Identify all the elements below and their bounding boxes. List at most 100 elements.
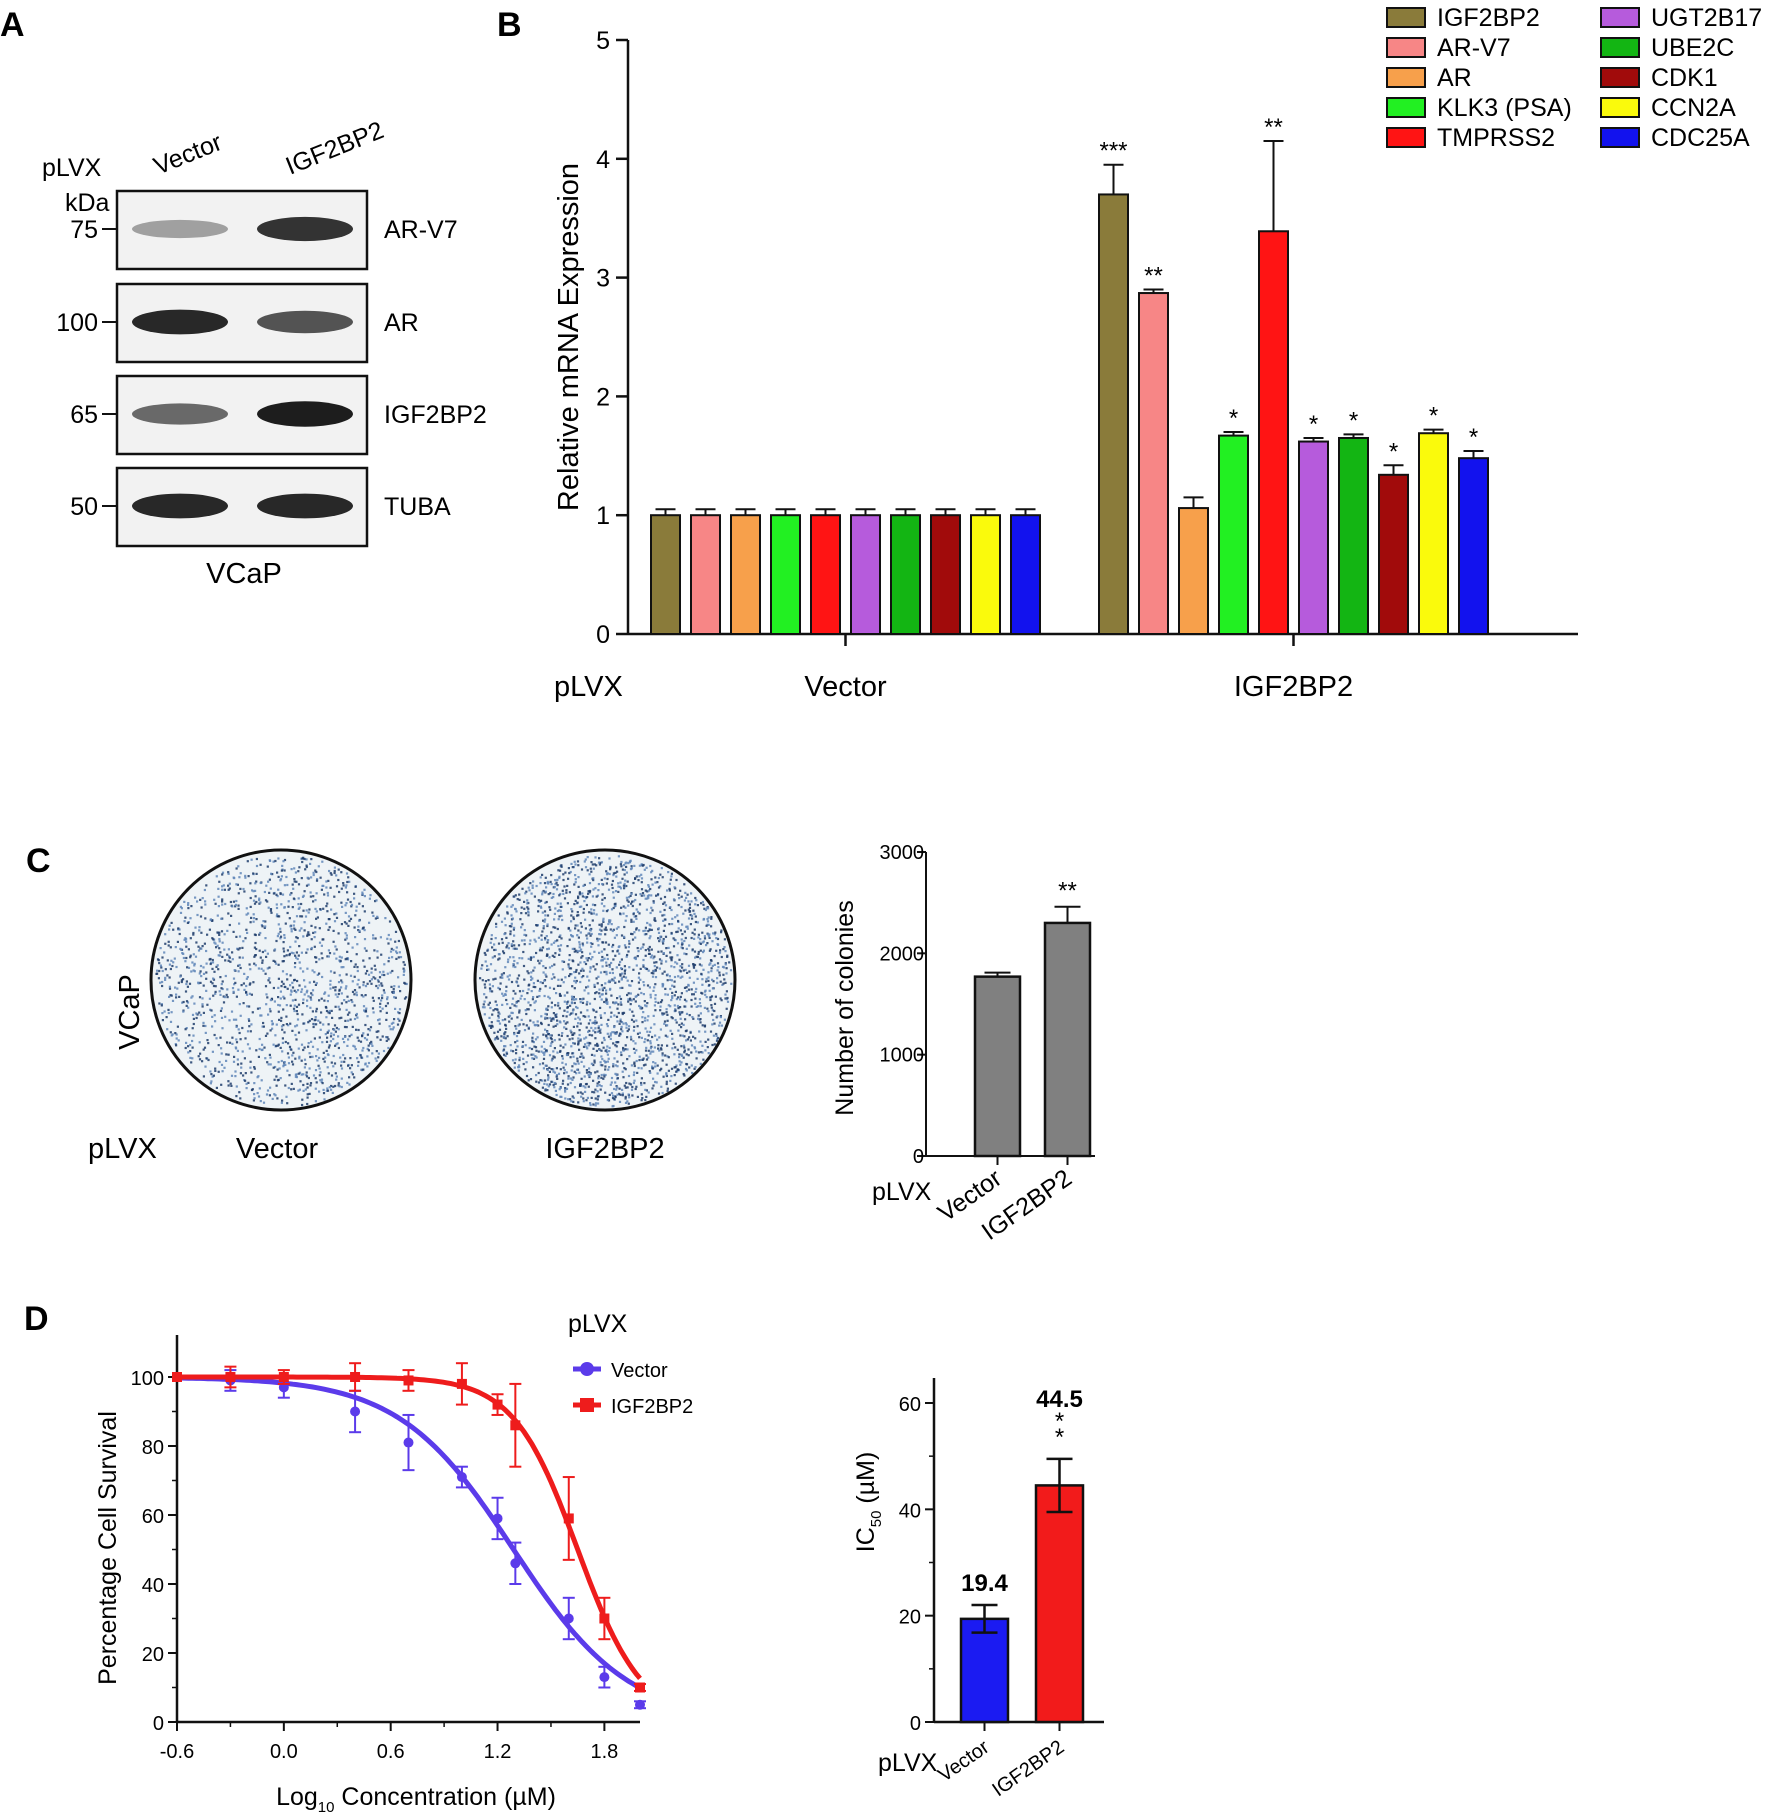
colony-dot <box>489 941 492 944</box>
colony-dot <box>547 1076 550 1079</box>
colony-dot <box>583 883 586 886</box>
colony-dot <box>211 967 214 970</box>
colony-dot <box>656 1064 659 1067</box>
colony-dot <box>531 977 534 980</box>
colony-dot <box>374 937 377 940</box>
colony-dot <box>651 883 654 886</box>
colony-dot <box>190 905 193 908</box>
colony-dot <box>213 970 216 973</box>
colony-dot <box>544 901 547 904</box>
colony-dot <box>554 940 557 943</box>
colony-dot <box>562 1079 565 1082</box>
colony-dot <box>337 981 341 984</box>
colony-dot <box>276 1097 279 1100</box>
colony-dot <box>259 863 262 866</box>
colony-dot <box>544 938 547 941</box>
colony-dot <box>581 1092 584 1095</box>
colony-dot <box>345 934 348 937</box>
colony-dot <box>184 937 187 940</box>
colony-dot <box>290 990 293 993</box>
colony-dot <box>296 957 299 961</box>
colony-dot <box>556 1077 559 1080</box>
colony-dot <box>584 927 587 930</box>
colony-dot <box>543 910 547 913</box>
colony-dot <box>303 890 306 893</box>
colony-dot <box>178 995 181 998</box>
colony-dot <box>384 917 387 920</box>
colony-dot <box>198 1011 201 1014</box>
colony-dot <box>531 886 534 889</box>
colony-dot <box>302 998 305 1001</box>
chart-e-ylabel-sub: 50 <box>868 1511 885 1528</box>
colony-dot <box>304 915 308 918</box>
colony-dot <box>370 1040 373 1043</box>
colony-dot <box>245 1087 248 1090</box>
colony-dot <box>245 928 248 931</box>
colony-dot <box>337 868 340 871</box>
colony-dot <box>552 892 555 896</box>
colony-dot <box>332 940 335 943</box>
colony-dot <box>264 1034 268 1037</box>
colony-dot <box>679 1013 682 1016</box>
colony-dot <box>624 1097 627 1100</box>
colony-dot <box>716 962 720 965</box>
colony-dot <box>231 958 234 961</box>
colony-dot <box>304 868 307 871</box>
colony-dot <box>227 959 230 962</box>
colony-dot <box>697 952 700 956</box>
colony-dot <box>201 897 204 900</box>
colony-dot <box>653 970 656 973</box>
colony-dot <box>289 974 292 977</box>
panel-b-letter: B <box>497 6 522 44</box>
colony-dot <box>351 1025 354 1028</box>
colony-dot <box>310 946 313 950</box>
colony-dot <box>309 1082 313 1085</box>
colony-dot <box>566 1034 569 1038</box>
colony-dot <box>228 956 231 959</box>
colony-dot <box>568 1013 571 1016</box>
colony-dot <box>315 917 318 920</box>
colony-dot <box>241 956 244 959</box>
colony-dot <box>238 963 241 967</box>
colony-dot <box>542 919 545 922</box>
colony-dot <box>578 1018 581 1021</box>
blot-marker-label: 100 <box>56 309 98 337</box>
colony-dot <box>187 1045 190 1048</box>
colony-dot <box>295 1005 299 1008</box>
colony-dot <box>232 977 236 980</box>
colony-dot <box>521 1045 524 1048</box>
colony-dot <box>659 938 662 941</box>
colony-dot <box>658 940 661 943</box>
colony-dot <box>563 1000 566 1003</box>
colony-dot <box>649 887 652 891</box>
colony-dot <box>581 955 584 958</box>
colony-dot <box>497 914 500 917</box>
colony-dot <box>636 1071 639 1074</box>
colony-dot <box>580 925 583 928</box>
colony-dot <box>640 877 644 880</box>
colony-dot <box>714 931 717 934</box>
colony-dot <box>577 1043 580 1046</box>
colony-dot <box>296 989 300 992</box>
colony-dot <box>369 894 372 897</box>
colony-dot <box>526 970 529 973</box>
colony-dot <box>231 951 234 954</box>
colony-dot <box>632 1029 635 1032</box>
colony-dot <box>353 1004 356 1007</box>
colony-dot <box>286 1052 290 1055</box>
colony-dot <box>507 947 510 950</box>
colony-dot <box>259 881 262 885</box>
colony-dot <box>659 885 662 888</box>
colony-dot <box>598 1048 601 1051</box>
colony-dot <box>394 930 398 933</box>
colony-dot <box>726 955 729 958</box>
colony-dot <box>296 1012 299 1016</box>
colony-dot <box>659 873 662 876</box>
colony-dot <box>249 968 252 971</box>
colony-dot <box>292 1051 295 1054</box>
colony-dot <box>654 1062 657 1065</box>
colony-dot <box>660 1001 663 1004</box>
colony-dot <box>609 919 612 922</box>
colony-dot <box>512 1050 515 1053</box>
colony-dot <box>535 1074 538 1077</box>
